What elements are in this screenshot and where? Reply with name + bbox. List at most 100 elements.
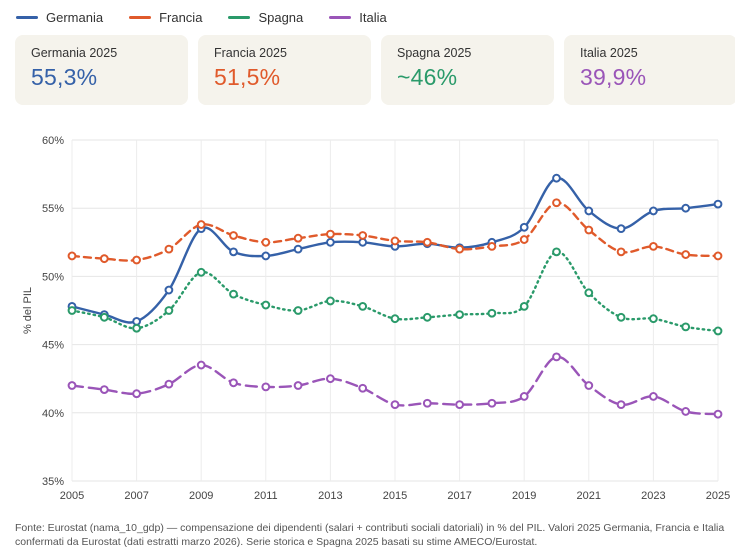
data-point-germania <box>519 222 529 232</box>
data-point-italia <box>229 378 238 388</box>
data-point-italia <box>681 407 691 416</box>
legend-item-italia[interactable]: Italia <box>329 10 387 25</box>
data-point-germania <box>229 247 238 257</box>
card-label-germania: Germania 2025 <box>31 46 118 60</box>
summary-cards: Germania 2025 55,3% Francia 2025 51,5% S… <box>15 35 735 105</box>
data-point-italia <box>99 385 109 395</box>
x-tick-label: 2023 <box>641 490 665 502</box>
data-point-francia <box>455 244 465 254</box>
data-point-germania <box>164 285 174 295</box>
y-tick-label: 60% <box>42 135 64 147</box>
data-point-francia <box>99 254 109 264</box>
chart-legend: Germania Francia Spagna Italia <box>16 10 387 25</box>
data-point-francia <box>422 237 432 247</box>
data-point-francia <box>164 244 174 254</box>
legend-item-francia[interactable]: Francia <box>129 10 202 25</box>
data-point-spagna <box>164 306 174 315</box>
legend-label-italia: Italia <box>359 10 387 25</box>
data-point-italia <box>390 400 400 410</box>
data-point-italia <box>519 392 529 401</box>
data-point-germania <box>261 251 271 261</box>
data-point-francia <box>67 251 77 261</box>
x-tick-label: 2007 <box>124 490 148 502</box>
data-point-francia <box>519 235 529 244</box>
data-point-italia <box>326 374 335 384</box>
summary-card-spagna: Spagna 2025 ~46% <box>381 35 554 105</box>
data-point-spagna <box>487 308 497 318</box>
data-point-germania <box>326 237 335 247</box>
data-point-spagna <box>552 247 561 257</box>
data-point-francia <box>584 225 594 235</box>
legend-swatch-italia <box>329 16 352 19</box>
x-tick-label: 2013 <box>318 490 342 502</box>
data-point-italia <box>261 382 271 392</box>
data-point-italia <box>713 409 723 419</box>
data-point-spagna <box>455 310 465 319</box>
legend-label-germania: Germania <box>46 10 104 25</box>
data-point-francia <box>358 231 368 240</box>
legend-swatch-francia <box>129 16 152 19</box>
data-point-spagna <box>196 267 206 277</box>
data-point-germania <box>358 237 368 247</box>
x-tick-label: 2009 <box>189 490 213 502</box>
legend-swatch-germania <box>16 16 38 19</box>
data-point-spagna <box>326 296 335 306</box>
data-point-spagna <box>132 323 142 333</box>
data-point-germania <box>616 224 626 234</box>
data-point-italia <box>584 381 594 390</box>
data-point-spagna <box>358 302 368 311</box>
data-point-italia <box>132 389 142 399</box>
y-tick-label: 40% <box>42 408 64 420</box>
card-label-italia: Italia 2025 <box>580 46 638 60</box>
data-point-francia <box>132 255 142 265</box>
data-point-spagna <box>519 302 529 311</box>
card-value-germania: 55,3% <box>31 64 98 90</box>
x-tick-label: 2025 <box>706 490 730 502</box>
legend-item-germania[interactable]: Germania <box>16 10 103 25</box>
y-tick-label: 50% <box>42 271 64 283</box>
data-point-germania <box>293 244 303 254</box>
data-point-italia <box>67 381 77 390</box>
data-point-germania <box>713 199 723 209</box>
data-point-spagna <box>293 306 303 315</box>
data-point-italia <box>196 360 206 370</box>
data-point-francia <box>261 237 271 247</box>
legend-swatch-spagna <box>228 16 251 19</box>
summary-card-italia: Italia 2025 39,9% <box>564 35 735 105</box>
data-point-italia <box>164 379 174 389</box>
data-point-spagna <box>584 288 594 298</box>
data-point-francia <box>487 241 497 251</box>
data-point-francia <box>713 251 723 261</box>
data-point-francia <box>326 229 335 239</box>
data-point-francia <box>552 198 561 208</box>
y-axis-label: % del PIL <box>22 287 34 334</box>
data-point-germania <box>132 317 142 326</box>
data-point-francia <box>229 231 238 240</box>
card-value-francia: 51,5% <box>214 64 281 90</box>
x-tick-label: 2011 <box>254 490 278 502</box>
card-label-francia: Francia 2025 <box>214 46 287 60</box>
legend-label-spagna: Spagna <box>258 10 304 25</box>
data-point-spagna <box>616 312 626 322</box>
data-point-spagna <box>67 306 77 315</box>
data-point-spagna <box>681 322 691 332</box>
data-point-italia <box>358 383 368 393</box>
data-point-italia <box>455 400 465 410</box>
data-point-francia <box>293 233 303 243</box>
data-point-spagna <box>390 314 400 324</box>
y-tick-label: 55% <box>42 203 64 215</box>
legend-label-francia: Francia <box>159 10 203 25</box>
summary-card-francia: Francia 2025 51,5% <box>198 35 371 105</box>
data-point-spagna <box>649 314 658 324</box>
data-point-germania <box>681 203 691 213</box>
data-point-spagna <box>99 312 109 322</box>
legend-item-spagna[interactable]: Spagna <box>228 10 303 25</box>
data-point-spagna <box>422 312 432 322</box>
data-point-francia <box>616 247 626 257</box>
data-point-italia <box>487 398 497 408</box>
x-tick-label: 2021 <box>577 490 601 502</box>
summary-card-germania: Germania 2025 55,3% <box>15 35 188 105</box>
data-point-germania <box>584 206 594 216</box>
card-value-italia: 39,9% <box>580 64 647 90</box>
data-point-germania <box>649 206 658 216</box>
